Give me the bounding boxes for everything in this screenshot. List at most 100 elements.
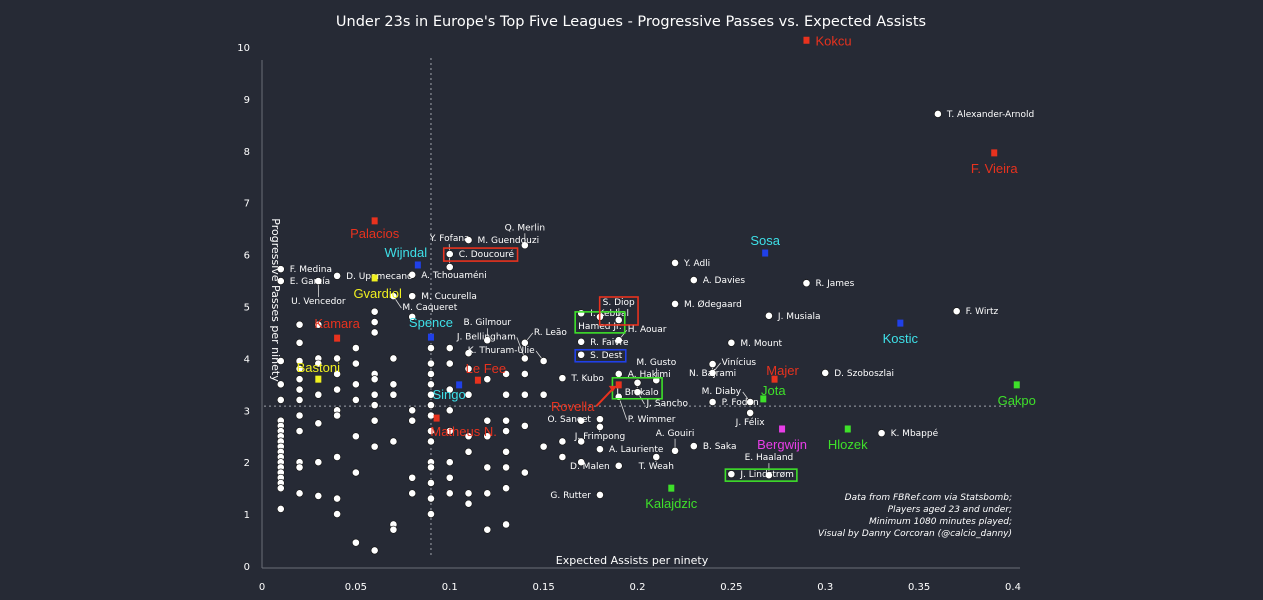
player-point [502, 484, 510, 493]
highlight-label: Bastoni [297, 360, 340, 375]
player-point [389, 525, 398, 534]
player-label: E. García [290, 277, 330, 287]
note-line: Players aged 23 and under; [888, 505, 1012, 515]
highlight-marker [760, 395, 767, 403]
player-point [370, 375, 379, 384]
player-point [445, 250, 454, 258]
player-label: R. James [815, 279, 854, 289]
highlight-marker [474, 376, 481, 384]
player-point [314, 390, 323, 399]
player-point [333, 453, 341, 461]
player-point [877, 429, 886, 438]
player-point [333, 411, 341, 420]
player-point [633, 378, 642, 387]
player-point [614, 370, 623, 378]
player-point [333, 385, 341, 394]
player-label: E. Haaland [745, 453, 794, 463]
player-label: M. Mount [740, 339, 782, 349]
player-point [427, 510, 435, 518]
y-tick-label: 2 [244, 458, 250, 469]
axes: 0 0.05 0.1 0.15 0.2 0.25 0.3 0.35 0.4 0 1 2 3 4 5 6 7 8 9 1… [237, 43, 1021, 593]
source-notes: Data from FBRef.com via Statsbomb; Playe… [818, 493, 1012, 539]
player-point [727, 470, 736, 479]
player-point [746, 398, 755, 406]
player-point [389, 380, 398, 389]
player-point [577, 416, 586, 425]
player-point [314, 419, 323, 428]
player-point [520, 468, 529, 477]
y-tick-label: 7 [244, 199, 250, 210]
player-label: R. Faivre [590, 338, 629, 348]
player-label: N. Bajrami [689, 369, 736, 379]
player-point [314, 359, 323, 368]
player-point [295, 375, 304, 384]
player-point [671, 300, 679, 308]
arrow-head [608, 385, 617, 392]
y-tick-label: 5 [244, 303, 250, 314]
player-point [295, 396, 304, 404]
player-point [596, 490, 604, 499]
player-point [333, 370, 341, 378]
player-point [952, 307, 961, 316]
highlight-marker [371, 274, 378, 282]
player-point [427, 479, 435, 487]
player-point [295, 385, 304, 394]
player-point [276, 484, 285, 493]
player-label: S. Dest [590, 351, 623, 361]
player-point [370, 546, 379, 555]
highlight-marker [1013, 381, 1020, 389]
player-label: Q. Merlin [505, 223, 546, 233]
player-point [333, 494, 341, 503]
player-label: B. Gilmour [464, 318, 512, 328]
player-label: J. Félix [735, 417, 766, 428]
player-point [483, 525, 492, 534]
y-tick-label: 6 [244, 251, 250, 262]
player-point [370, 390, 379, 399]
player-point [727, 338, 736, 347]
player-point [295, 320, 304, 329]
player-point [276, 265, 285, 274]
player-label: A. Gouiri [656, 429, 695, 439]
chart-title: Under 23s in Europe's Top Five Leagues -… [336, 14, 926, 30]
player-point [671, 446, 679, 455]
player-label: M. Caqueret [402, 303, 457, 313]
player-point [502, 370, 510, 378]
player-point [370, 442, 379, 451]
player-point [464, 432, 473, 441]
player-point [464, 447, 473, 456]
player-point [464, 236, 473, 244]
y-axis-label: Progressive Passes per ninety [269, 218, 282, 382]
y-tick-label: 0 [244, 562, 250, 573]
player-point [614, 316, 623, 324]
note-line: Minimum 1080 minutes played; [869, 517, 1012, 527]
highlight-label: Jota [761, 383, 786, 398]
y-tick-label: 4 [244, 354, 250, 365]
player-point [427, 344, 435, 352]
player-label: D. Szoboszlai [834, 369, 894, 379]
player-point [445, 359, 454, 368]
highlight-label: Palacios [350, 226, 400, 241]
player-point [351, 396, 360, 404]
note-line: Visual by Danny Corcoran (@calcio_danny) [818, 529, 1012, 539]
player-point [295, 357, 304, 365]
x-tick-label: 0.4 [1005, 582, 1021, 593]
player-point [483, 416, 492, 425]
player-point [689, 276, 698, 284]
player-point [314, 492, 323, 500]
x-tick-label: 0.2 [630, 582, 646, 593]
player-point [314, 277, 323, 285]
player-point [427, 411, 435, 420]
highlight-label: Rovella [551, 399, 595, 414]
player-point [351, 380, 360, 389]
player-point [558, 453, 567, 461]
player-point [558, 374, 567, 383]
y-tick-label: 9 [244, 95, 250, 106]
highlight-box [442, 247, 519, 262]
leader-line [618, 396, 628, 420]
player-point [520, 338, 529, 347]
player-point [464, 499, 473, 508]
player-point [502, 390, 510, 399]
player-label: T. Alexander-Arnold [946, 110, 1034, 120]
player-label: D. Upamecano [346, 272, 413, 282]
x-tick-label: 0.15 [532, 582, 554, 593]
